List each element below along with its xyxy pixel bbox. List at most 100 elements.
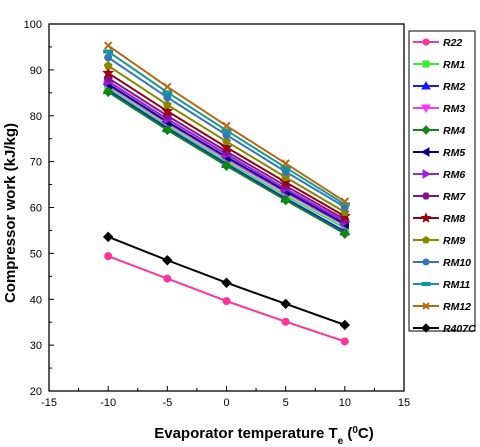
data-point-r22 xyxy=(222,297,231,306)
plot-area xyxy=(102,41,351,346)
legend-label: RM6 xyxy=(443,169,465,181)
legend-label: RM5 xyxy=(443,147,465,159)
data-point-rm9 xyxy=(222,136,231,146)
x-tick-label: 5 xyxy=(283,397,289,409)
y-tick-label: 80 xyxy=(30,111,42,123)
legend-label: RM7 xyxy=(443,191,466,203)
legend-entry-rm2: RM2 xyxy=(413,80,465,93)
data-point-r407c xyxy=(162,255,173,266)
y-tick-label: 90 xyxy=(30,65,42,77)
data-point-r22 xyxy=(340,337,349,346)
series-r407c xyxy=(102,231,351,331)
y-axis-title: Compressor work (kJ/kg) xyxy=(2,123,19,303)
legend-entry-rm11: RM11 xyxy=(413,279,470,291)
x-tick-label: -10 xyxy=(100,397,116,409)
legend-marker xyxy=(422,169,432,179)
data-point-rm12 xyxy=(163,82,172,92)
data-point-rm12 xyxy=(340,197,350,206)
x-tick-label: 15 xyxy=(398,397,410,409)
data-point-rm11 xyxy=(103,49,114,54)
legend-entry-rm4: RM4 xyxy=(413,125,465,137)
data-point-rm8 xyxy=(279,175,292,188)
data-point-r407c xyxy=(221,277,232,288)
y-tick-label: 30 xyxy=(30,340,42,352)
legend-label: RM2 xyxy=(443,81,465,93)
y-tick-label: 100 xyxy=(24,19,42,31)
x-tick-label: -15 xyxy=(41,397,57,409)
legend-marker xyxy=(421,104,431,114)
legend-entry-rm12: RM12 xyxy=(413,301,471,313)
series-rm4 xyxy=(102,86,351,239)
x-tick-label: -5 xyxy=(162,397,172,409)
y-tick-label: 20 xyxy=(30,386,42,398)
y-tick-label: 40 xyxy=(30,294,42,306)
legend-entry-rm6: RM6 xyxy=(413,169,465,181)
data-point-rm12 xyxy=(281,159,290,168)
legend-entry-rm1: RM1 xyxy=(413,59,465,71)
series-rm10 xyxy=(104,53,349,212)
series-rm11 xyxy=(103,49,350,207)
axes: -15 -10 -5 0 5 10 15 20 30 40 50 60 70 80 90 100 xyxy=(24,19,410,409)
y-tick-label: 70 xyxy=(30,157,42,169)
data-point-rm8 xyxy=(102,66,115,79)
data-point-rm4 xyxy=(102,86,114,98)
data-point-rm4 xyxy=(162,124,173,136)
legend-marker xyxy=(422,60,430,68)
y-tick-label: 50 xyxy=(30,248,42,260)
x-tick-label: 10 xyxy=(339,397,351,409)
legend-label: R407C xyxy=(443,323,476,335)
legend-label: RM4 xyxy=(443,125,465,137)
x-tick-label: 0 xyxy=(223,397,229,409)
data-point-rm8 xyxy=(220,141,233,153)
data-point-rm10 xyxy=(104,53,113,62)
legend-marker xyxy=(422,235,430,244)
data-point-rm9 xyxy=(103,61,113,70)
legend-marker xyxy=(422,302,430,310)
data-point-rm12 xyxy=(103,41,113,50)
legend-entry-r22: R22 xyxy=(413,37,462,49)
legend-box xyxy=(408,30,476,332)
data-point-r22 xyxy=(104,252,113,261)
data-point-rm8 xyxy=(161,104,174,117)
legend-label: RM11 xyxy=(443,279,470,291)
x-axis-title: Evaporator temperature Te (0C) xyxy=(154,425,374,447)
data-point-r407c xyxy=(280,298,291,310)
legend-marker xyxy=(422,258,430,266)
series-line-rm12 xyxy=(107,44,346,203)
legend-label: RM3 xyxy=(443,103,465,115)
legend-label: RM12 xyxy=(443,301,471,313)
legend-marker xyxy=(421,80,431,90)
plot-frame xyxy=(48,23,405,392)
y-tick-label: 60 xyxy=(30,203,42,215)
legend-label: RM1 xyxy=(443,59,465,71)
legend-entry-rm10: RM10 xyxy=(413,257,471,269)
data-point-rm4 xyxy=(221,160,232,171)
legend-entry-r407c: R407C xyxy=(413,323,476,335)
legend-marker xyxy=(421,192,431,200)
series-line-rm11 xyxy=(107,50,346,206)
legend-marker xyxy=(420,147,430,157)
data-point-rm11 xyxy=(280,165,291,170)
data-point-rm4 xyxy=(339,228,351,239)
legend-marker xyxy=(421,282,431,286)
legend-entry-rm7: RM7 xyxy=(413,191,466,203)
legend-marker xyxy=(421,125,431,135)
legend-entry-rm5: RM5 xyxy=(413,147,465,159)
data-point-rm4 xyxy=(280,194,291,206)
x-axis-title-main: Evaporator temperature T xyxy=(154,425,337,442)
legend-label: RM10 xyxy=(443,257,471,269)
data-point-rm9 xyxy=(162,100,172,109)
legend-entry-rm8: RM8 xyxy=(413,212,465,225)
data-point-rm12 xyxy=(222,121,231,131)
data-point-r407c xyxy=(102,231,114,243)
data-point-rm11 xyxy=(162,90,173,95)
x-axis-title-subscript: e xyxy=(338,436,344,447)
data-point-r22 xyxy=(281,317,290,326)
data-point-r407c xyxy=(339,319,351,331)
legend-marker xyxy=(422,38,430,46)
legend-entry-rm3: RM3 xyxy=(413,103,465,115)
series-r22 xyxy=(104,252,349,346)
x-axis-title-unit: C) xyxy=(358,425,374,442)
data-point-r22 xyxy=(163,274,172,283)
